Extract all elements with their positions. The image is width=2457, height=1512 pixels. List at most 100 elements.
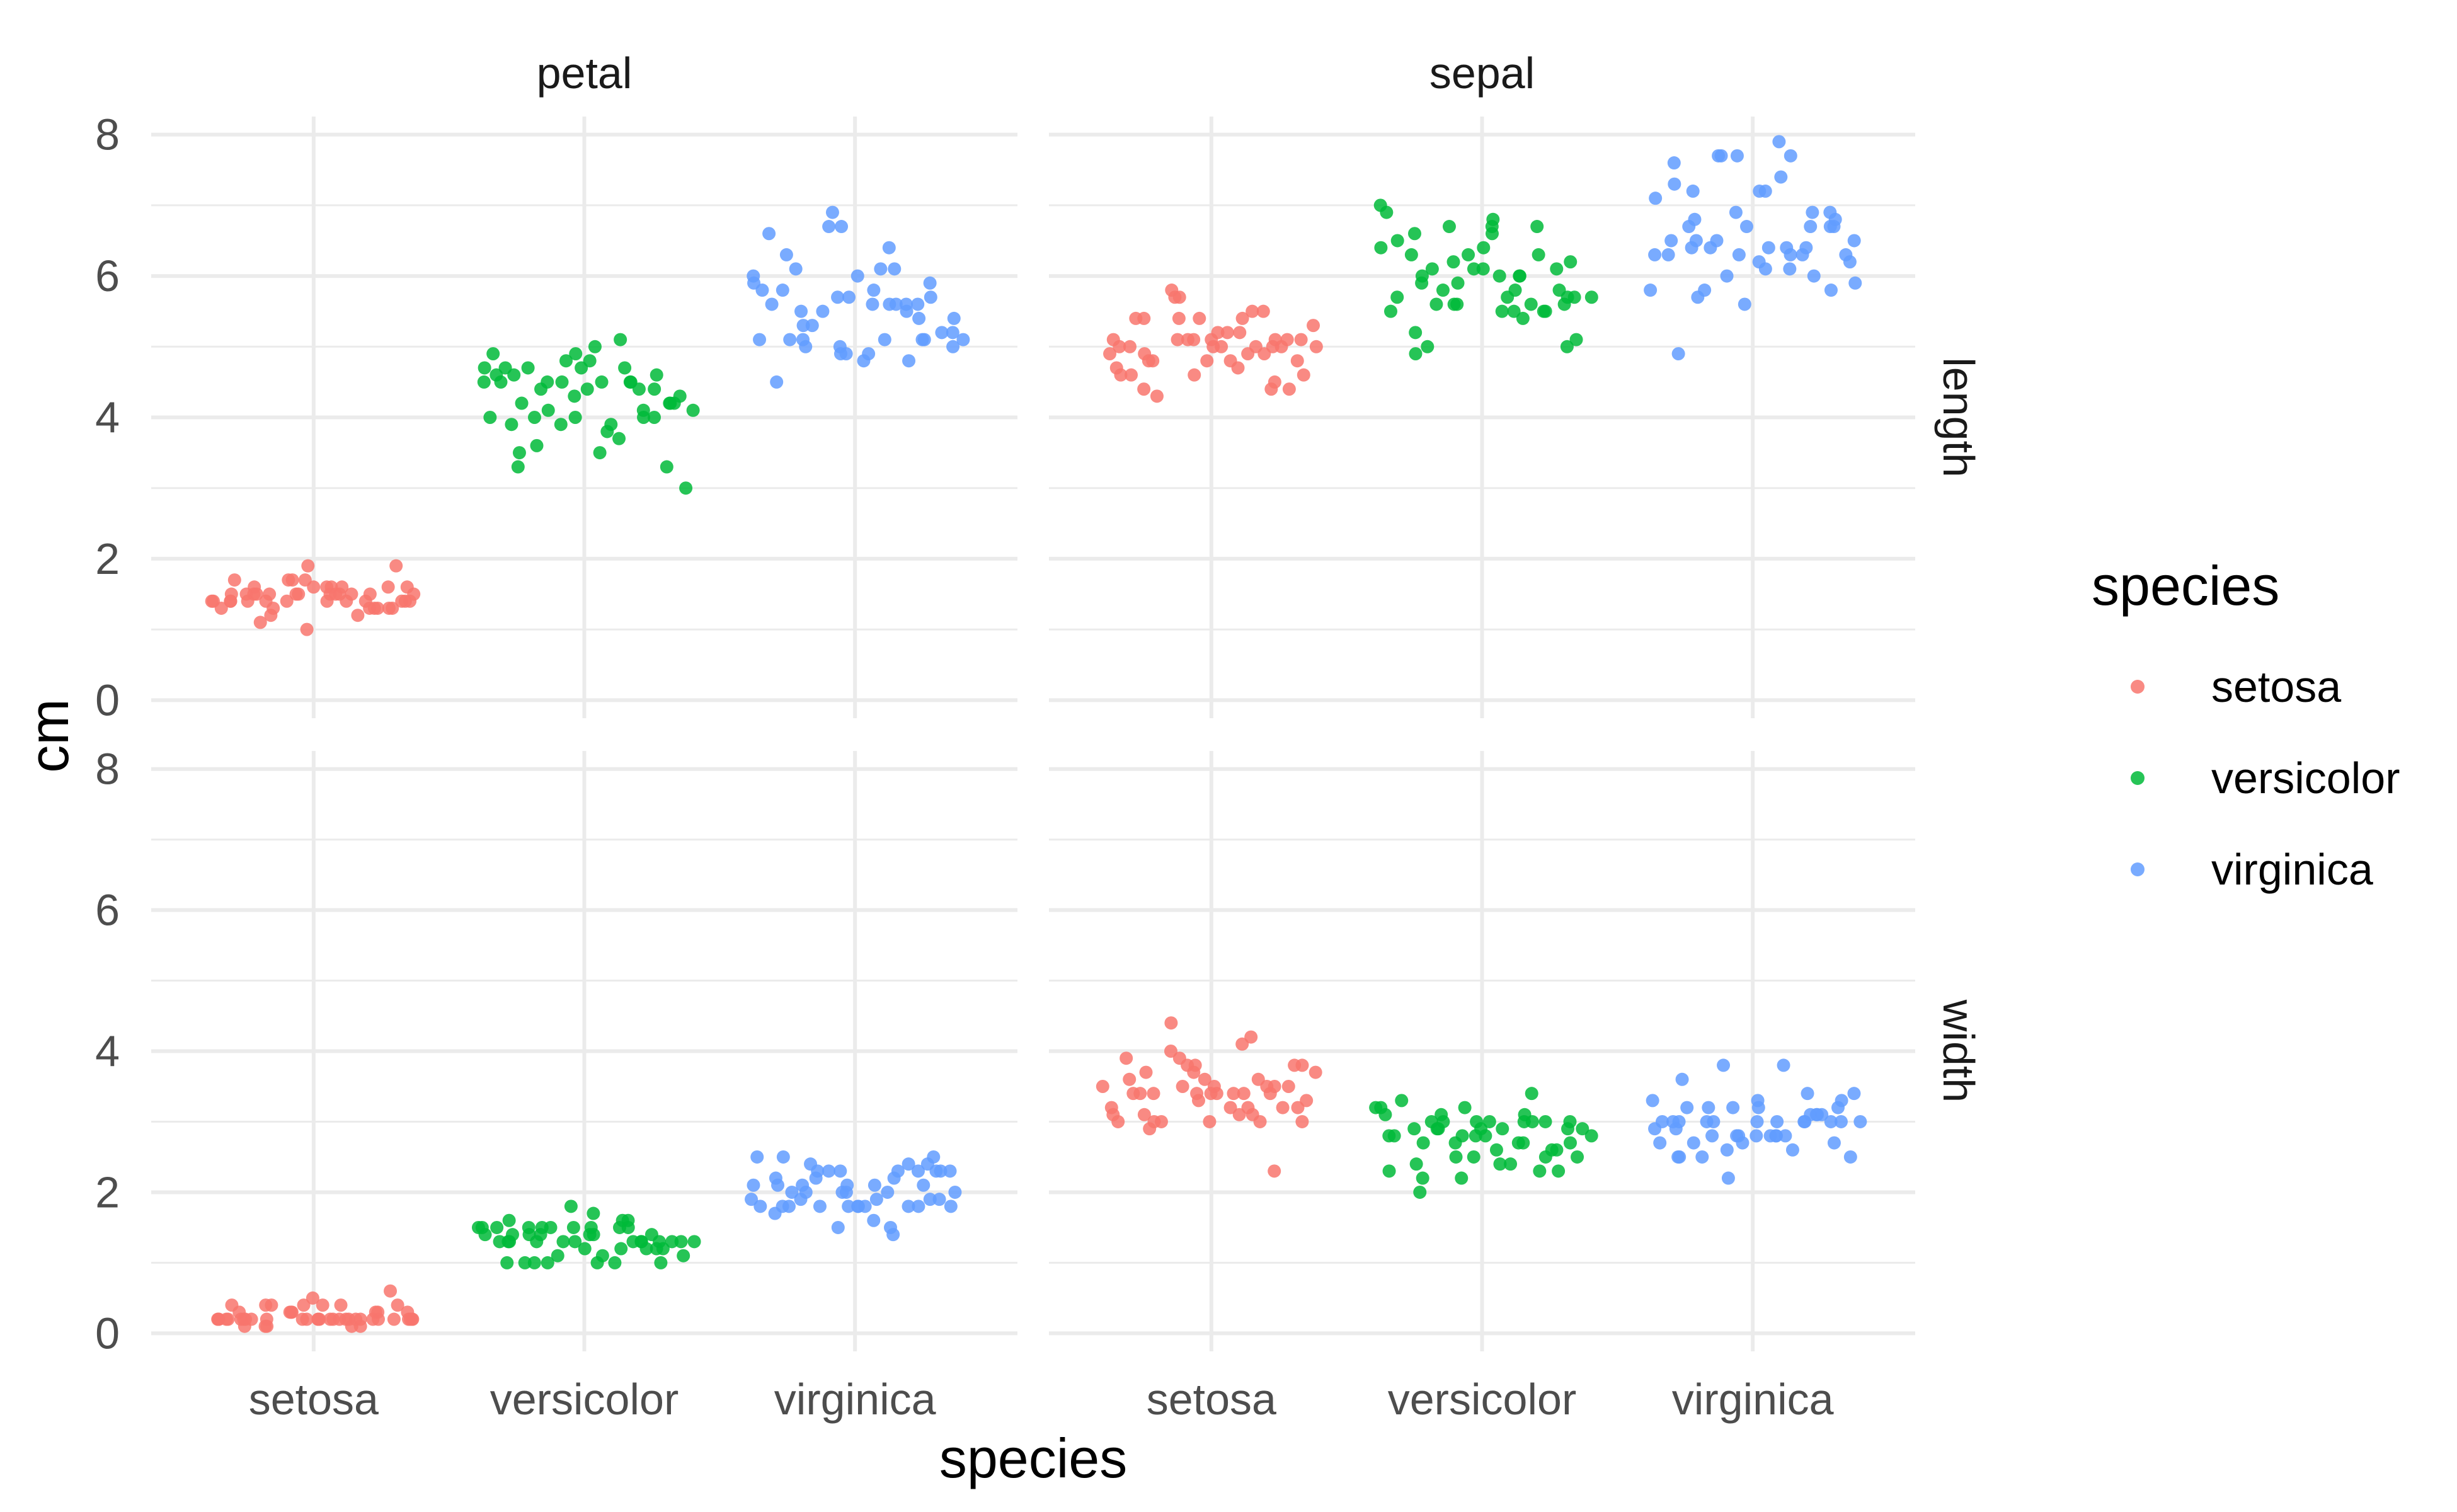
data-point-versicolor <box>568 1235 582 1249</box>
data-point-setosa <box>1126 1087 1140 1101</box>
data-point-versicolor <box>490 1220 504 1234</box>
x-tick-label: setosa <box>249 1375 379 1424</box>
data-point-virginica <box>822 220 836 234</box>
data-point-virginica <box>932 1193 946 1206</box>
data-point-versicolor <box>515 396 529 410</box>
data-point-setosa <box>1297 368 1310 382</box>
panel-sepal-width <box>1049 751 1915 1351</box>
data-point-virginica <box>946 340 960 353</box>
data-point-virginica <box>816 304 830 318</box>
data-point-versicolor <box>1390 290 1404 304</box>
data-point-setosa <box>1237 1087 1251 1101</box>
data-point-versicolor <box>1552 1164 1566 1178</box>
data-point-virginica <box>923 276 937 290</box>
data-point-virginica <box>755 284 769 297</box>
y-tick-label: 6 <box>95 886 120 935</box>
data-point-setosa <box>1206 340 1220 353</box>
data-point-virginica <box>1685 241 1698 255</box>
data-point-versicolor <box>593 446 607 460</box>
data-point-setosa <box>1268 1164 1281 1178</box>
data-point-virginica <box>835 220 849 234</box>
data-point-setosa <box>1123 1072 1137 1086</box>
data-point-versicolor <box>1564 255 1578 269</box>
data-point-versicolor <box>583 354 597 368</box>
data-point-virginica <box>947 311 961 325</box>
data-point-virginica <box>794 304 808 318</box>
data-point-setosa <box>1187 1065 1201 1079</box>
data-point-setosa <box>1295 1058 1309 1072</box>
data-point-versicolor <box>1449 1150 1463 1164</box>
data-point-virginica <box>779 248 793 261</box>
data-point-virginica <box>1824 1114 1838 1128</box>
y-tick-label: 8 <box>95 745 120 794</box>
data-point-setosa <box>391 1298 404 1312</box>
data-point-versicolor <box>595 1249 609 1263</box>
data-point-versicolor <box>505 418 518 432</box>
data-point-versicolor <box>502 1213 516 1227</box>
data-point-setosa <box>265 1298 278 1312</box>
data-point-setosa <box>1276 1101 1290 1114</box>
data-point-virginica <box>1801 1087 1814 1101</box>
data-point-virginica <box>1687 1136 1700 1150</box>
data-point-versicolor <box>511 460 525 474</box>
legend-key-virginica <box>2131 862 2145 876</box>
data-point-virginica <box>1648 248 1662 261</box>
data-point-versicolor <box>1462 248 1475 261</box>
panel-petal-length <box>151 117 1017 718</box>
data-point-setosa <box>1300 1094 1314 1108</box>
data-point-setosa <box>1125 368 1138 382</box>
data-point-virginica <box>799 1185 813 1199</box>
data-point-virginica <box>946 326 959 340</box>
data-point-virginica <box>868 1178 881 1192</box>
data-point-versicolor <box>580 382 594 396</box>
data-point-setosa <box>353 1319 367 1333</box>
data-point-versicolor <box>1525 1114 1539 1128</box>
data-point-versicolor <box>623 375 637 389</box>
data-point-virginica <box>1648 1122 1662 1136</box>
data-point-versicolor <box>1516 311 1530 325</box>
data-point-virginica <box>833 1164 847 1178</box>
data-point-virginica <box>1710 234 1724 248</box>
legend-key-versicolor <box>2131 771 2145 785</box>
data-point-setosa <box>1193 311 1206 325</box>
x-tick-label: versicolor <box>490 1375 679 1424</box>
data-point-virginica <box>1806 205 1819 219</box>
data-point-setosa <box>1268 375 1281 389</box>
data-point-virginica <box>1797 1114 1811 1128</box>
data-point-virginica <box>750 1150 764 1164</box>
data-point-versicolor <box>679 481 693 495</box>
data-point-versicolor <box>566 1220 580 1234</box>
data-point-versicolor <box>1496 1122 1509 1136</box>
data-point-versicolor <box>1409 347 1423 361</box>
data-point-setosa <box>1253 1114 1267 1128</box>
data-point-versicolor <box>1538 1114 1552 1128</box>
data-point-setosa <box>1146 354 1160 368</box>
data-point-setosa <box>403 594 417 608</box>
data-point-setosa <box>1137 382 1151 396</box>
data-point-virginica <box>1784 149 1797 163</box>
data-point-setosa <box>1282 382 1296 396</box>
data-point-virginica <box>869 1193 883 1206</box>
data-point-virginica <box>840 1178 854 1192</box>
data-point-setosa <box>1103 347 1117 361</box>
data-point-virginica <box>833 347 847 361</box>
data-point-virginica <box>813 1200 827 1213</box>
data-point-virginica <box>789 262 803 276</box>
data-point-setosa <box>369 1305 382 1319</box>
data-point-virginica <box>911 1164 925 1178</box>
data-point-versicolor <box>1451 276 1465 290</box>
data-point-setosa <box>1154 1114 1168 1128</box>
data-point-setosa <box>1295 1114 1309 1128</box>
data-point-setosa <box>1241 1101 1255 1114</box>
data-point-versicolor <box>1569 333 1583 346</box>
data-point-setosa <box>1150 389 1164 403</box>
data-point-versicolor <box>1369 1101 1383 1114</box>
data-point-virginica <box>891 1164 905 1178</box>
data-point-versicolor <box>614 333 627 346</box>
data-point-versicolor <box>673 389 687 403</box>
data-point-versicolor <box>588 340 602 353</box>
data-point-virginica <box>943 1164 957 1178</box>
data-point-virginica <box>956 333 970 346</box>
data-point-virginica <box>866 297 879 311</box>
data-point-versicolor <box>1504 1157 1518 1171</box>
